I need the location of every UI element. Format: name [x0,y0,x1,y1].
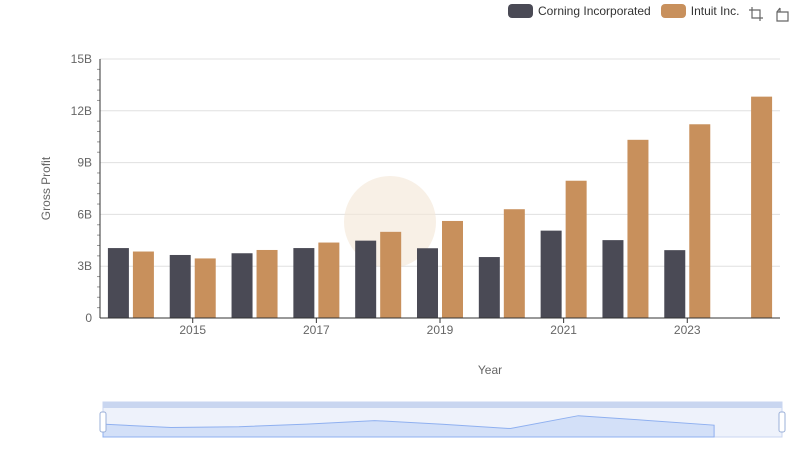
legend-label-intuit: Intuit Inc. [690,4,740,18]
y-tick-label: 0 [85,311,92,325]
bar-intuit-2018[interactable] [380,231,402,318]
bar-intuit-2017[interactable] [318,242,340,318]
bar-intuit-2015[interactable] [194,258,216,318]
y-tick-label: 15B [71,52,92,66]
legend-item-corning[interactable]: Corning Incorporated [508,4,651,18]
bar-corning-2021[interactable] [540,230,562,318]
bar-intuit-2023[interactable] [689,124,711,318]
zoom-slider-handle-left[interactable] [99,411,107,433]
bar-corning-2017[interactable] [293,248,315,318]
bar-intuit-2021[interactable] [565,180,587,318]
zoom-slider-top-bar[interactable] [103,402,782,408]
bar-intuit-2019[interactable] [442,220,463,318]
bar-corning-2023[interactable] [664,250,686,318]
zoom-icon[interactable] [748,6,764,22]
zoom-slider-handle-right[interactable] [778,411,786,433]
zoom-slider-preview [102,415,715,438]
legend-swatch-corning [508,4,533,18]
x-tick-label: 2023 [674,323,701,337]
bar-intuit-2016[interactable] [256,249,278,318]
bar-corning-2016[interactable] [231,253,253,318]
x-tick-label: 2015 [179,323,206,337]
bar-intuit-2022[interactable] [627,139,649,318]
x-tick-label: 2021 [550,323,577,337]
bar-corning-2020[interactable] [478,257,500,318]
bar-corning-2019[interactable] [417,248,438,318]
x-tick-label: 2019 [427,323,454,337]
legend-item-intuit[interactable]: Intuit Inc. [660,4,740,18]
bar-intuit-2020[interactable] [503,209,525,318]
bar-corning-2018[interactable] [355,240,377,318]
bar-intuit-2024[interactable] [751,96,773,319]
zoom-reset-icon[interactable] [774,6,790,22]
y-tick-label: 12B [71,104,92,118]
legend: Corning Incorporated Intuit Inc. [508,4,749,18]
x-tick-label: 2017 [303,323,330,337]
y-tick-label: 3B [77,259,92,273]
y-tick-label: 6B [77,207,92,221]
legend-label-corning: Corning Incorporated [538,4,651,18]
y-tick-label: 9B [77,156,92,170]
bar-corning-2022[interactable] [602,240,624,318]
toolbox [748,6,800,22]
bar-intuit-2014[interactable] [132,251,154,318]
y-axis-title: Gross Profit [39,156,53,220]
legend-swatch-intuit [660,4,686,18]
bar-corning-2014[interactable] [107,248,129,318]
x-axis-title: Year [478,363,502,377]
bar-corning-2015[interactable] [169,254,191,318]
